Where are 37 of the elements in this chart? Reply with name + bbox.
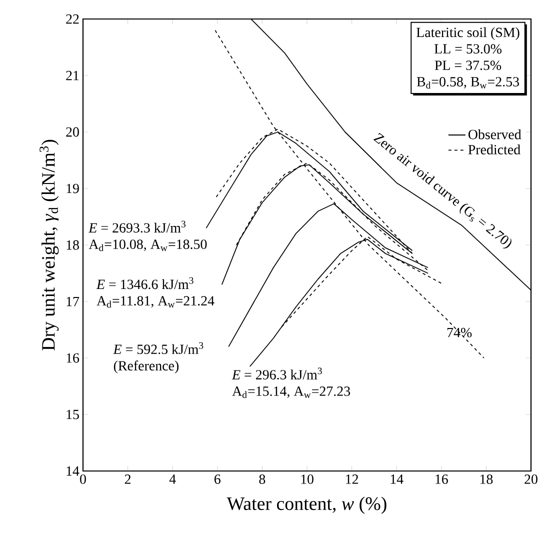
x-tick-label: 0 — [80, 474, 86, 484]
x-tick-label: 20 — [524, 474, 538, 484]
x-tick-label: 8 — [259, 474, 266, 484]
y-tick-label: 17 — [66, 296, 80, 306]
y-tick-label: 19 — [66, 184, 79, 194]
y-tick-label: 20 — [66, 127, 79, 137]
x-tick-label: 12 — [346, 474, 358, 484]
annotation: (Reference) — [114, 360, 179, 374]
annotation: E = 1346.6 kJ/m$^{3}$ — [96, 277, 194, 290]
y-tick-label: 22 — [66, 14, 79, 24]
annotation: A$_{d}$=11.81, A$_{w}$=21.24 — [96, 296, 214, 308]
annotation: E = 592.5 kJ/m$^{3}$ — [113, 342, 204, 354]
annotation: E = 296.3 kJ/m$^{3}$ — [232, 368, 322, 380]
annotation: B$_{d}$=0.58, B$_{w}$=2.53 — [416, 77, 520, 89]
annotation: 74% — [447, 328, 472, 338]
y-tick-label: 18 — [66, 240, 79, 250]
x-tick-label: 18 — [480, 474, 493, 484]
annotation: A$_{d}$=10.08, A$_{w}$=18.50 — [88, 240, 207, 252]
y-tick-label: 14 — [66, 466, 80, 476]
legend-label: Predicted — [468, 144, 520, 154]
annotation: LL = 53.0% — [434, 44, 502, 54]
x-tick-label: 14 — [390, 474, 404, 484]
annotation: Lateritic soil (SM) — [416, 27, 520, 40]
y-axis-title: Dry unit weight, γ$_{d}$ (kN/m$^{3}$) — [40, 140, 59, 350]
annotation: A$_{d}$=15.14, A$_{w}$=27.23 — [232, 386, 350, 398]
x-tick-label: 2 — [124, 474, 131, 484]
x-tick-label: 16 — [436, 474, 448, 484]
annotation: E = 2693.3 kJ/m$^{3}$ — [88, 220, 186, 233]
legend-label: Observed — [468, 129, 522, 140]
x-tick-label: 4 — [169, 474, 176, 484]
annotation: PL = 37.5% — [434, 60, 502, 70]
x-tick-label: 6 — [214, 474, 220, 484]
y-tick-label: 16 — [66, 353, 80, 363]
x-tick-label: 10 — [301, 474, 314, 484]
y-tick-label: 15 — [66, 410, 79, 420]
x-axis-title: Water content, w (%) — [226, 496, 386, 514]
y-tick-label: 21 — [66, 70, 79, 80]
